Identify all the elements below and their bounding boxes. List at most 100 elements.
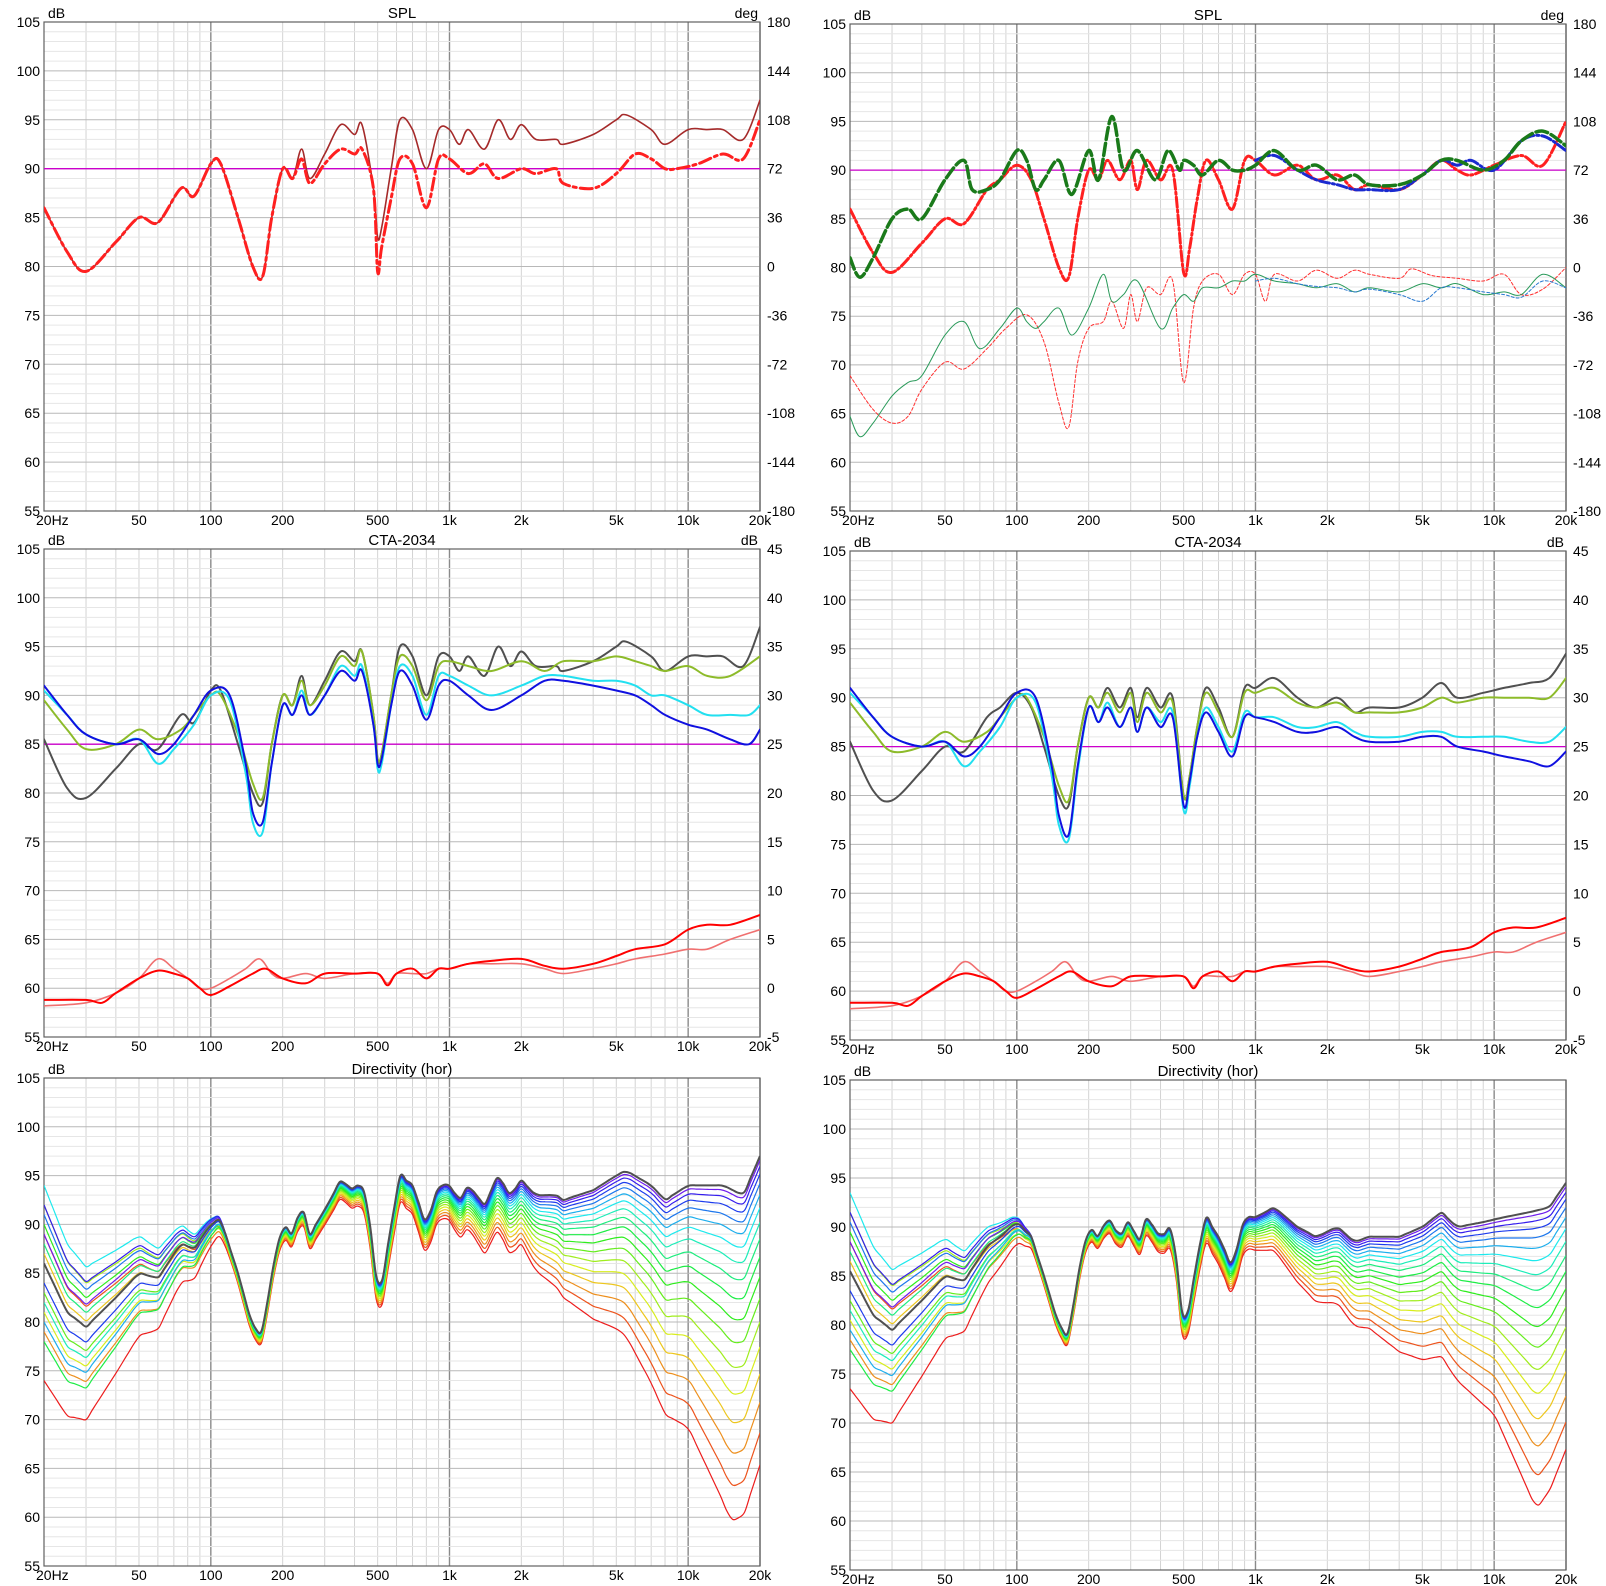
plot-frame xyxy=(849,1079,1567,1571)
series-group xyxy=(850,114,1566,438)
x-tick-label: 20Hz xyxy=(36,1038,69,1054)
x-tick-label: 2k xyxy=(1320,1041,1336,1057)
y2-axis-unit: dB xyxy=(1547,534,1564,550)
chart-title: SPL xyxy=(1194,7,1222,24)
y2-tick-label: 144 xyxy=(1573,65,1597,81)
y-tick-label: 90 xyxy=(24,161,40,177)
y-tick-label: 60 xyxy=(24,980,40,996)
series-line-4 xyxy=(850,691,1566,844)
x-tick-label: 20Hz xyxy=(842,1041,875,1057)
y2-tick-label: -108 xyxy=(1573,406,1601,422)
x-tick-label: 1k xyxy=(1248,1571,1264,1586)
y2-tick-label: -72 xyxy=(1573,357,1593,373)
x-tick-label: 200 xyxy=(271,1038,295,1054)
y-tick-label: 100 xyxy=(823,592,847,608)
x-tick-label: 20k xyxy=(1555,512,1579,528)
series-line-1 xyxy=(44,118,760,282)
y-tick-label: 105 xyxy=(17,14,41,30)
y2-tick-label: -36 xyxy=(1573,308,1593,324)
x-tick-label: 1k xyxy=(442,512,458,528)
y2-tick-label: 0 xyxy=(767,259,775,275)
plot-frame xyxy=(43,548,761,1038)
x-tick-label: 100 xyxy=(1005,1571,1029,1586)
x-tick-label: 200 xyxy=(1077,1041,1101,1057)
y-axis-unit: dB xyxy=(48,1061,65,1077)
y2-axis-unit: dB xyxy=(741,532,758,548)
series-group xyxy=(44,1155,760,1521)
series-group xyxy=(850,1182,1566,1506)
y-tick-label: 55 xyxy=(830,503,846,519)
y-tick-label: 75 xyxy=(830,836,846,852)
y2-tick-label: 10 xyxy=(767,883,783,899)
y2-tick-label: 45 xyxy=(1573,543,1589,559)
y-tick-label: 75 xyxy=(830,308,846,324)
x-tick-label: 100 xyxy=(199,1038,223,1054)
y2-tick-label: -180 xyxy=(767,503,795,519)
y-tick-label: 85 xyxy=(24,1265,40,1281)
x-tick-label: 100 xyxy=(1005,1041,1029,1057)
x-tick-label: 500 xyxy=(1172,1041,1196,1057)
y-tick-label: 65 xyxy=(830,934,846,950)
x-tick-label: 500 xyxy=(1172,512,1196,528)
y2-tick-label: 40 xyxy=(1573,592,1589,608)
y-tick-label: 70 xyxy=(830,885,846,901)
y2-tick-label: 30 xyxy=(1573,690,1589,706)
y2-tick-label: -72 xyxy=(767,356,787,372)
x-tick-label: 20Hz xyxy=(36,1567,69,1583)
x-tick-label: 10k xyxy=(1483,1571,1507,1586)
y2-tick-label: 5 xyxy=(767,931,775,947)
y2-tick-label: 40 xyxy=(767,590,783,606)
directivity-on-axis xyxy=(850,1182,1566,1336)
y-tick-label: 70 xyxy=(24,1412,40,1428)
y2-tick-label: 180 xyxy=(767,14,791,30)
x-tick-label: 50 xyxy=(937,1041,953,1057)
y-tick-label: 75 xyxy=(24,834,40,850)
x-tick-label: 50 xyxy=(131,512,147,528)
x-tick-label: 5k xyxy=(609,1567,625,1583)
y2-tick-label: -108 xyxy=(767,405,795,421)
y-tick-label: 80 xyxy=(24,259,40,275)
x-tick-label: 20Hz xyxy=(36,512,69,528)
x-tick-label: 50 xyxy=(937,1571,953,1586)
y-tick-label: 100 xyxy=(17,1119,41,1135)
y-tick-label: 70 xyxy=(24,356,40,372)
y-tick-label: 95 xyxy=(830,641,846,657)
x-tick-label: 20Hz xyxy=(842,512,875,528)
x-tick-label: 200 xyxy=(1077,1571,1101,1586)
y-tick-label: 85 xyxy=(830,739,846,755)
y2-tick-label: 15 xyxy=(1573,836,1589,852)
y-axis-unit: dB xyxy=(854,7,871,23)
x-tick-label: 100 xyxy=(199,1567,223,1583)
y-tick-label: 60 xyxy=(24,1509,40,1525)
directivity-curve-10 xyxy=(44,1185,760,1339)
series-line-1 xyxy=(44,914,760,1005)
x-tick-label: 10k xyxy=(677,1567,701,1583)
x-tick-label: 5k xyxy=(1415,512,1431,528)
chart-dir-right: 55 60 65 70 75 80 85 90 95 100 105 20Hz 50 100 200 500 1… xyxy=(823,1063,1579,1586)
directivity-curve-12 xyxy=(44,1189,760,1369)
y2-tick-label: 36 xyxy=(1573,211,1589,227)
y-tick-label: 70 xyxy=(830,1415,846,1431)
x-tick-label: 20k xyxy=(749,1567,773,1583)
x-tick-label: 200 xyxy=(271,512,295,528)
y2-tick-label: 45 xyxy=(767,541,783,557)
x-tick-label: 50 xyxy=(131,1038,147,1054)
y-tick-label: 55 xyxy=(830,1562,846,1578)
y-tick-label: 60 xyxy=(24,454,40,470)
chart-cta-left: 55 60 65 70 75 80 85 90 95 100 105 -5 0 5 10 15 20 25 30 35… xyxy=(17,532,783,1054)
y-tick-label: 70 xyxy=(24,883,40,899)
plot-frame xyxy=(849,550,1567,1041)
y-tick-label: 95 xyxy=(24,639,40,655)
grid xyxy=(43,1077,761,1567)
y-tick-label: 100 xyxy=(17,63,41,79)
directivity-curve-9 xyxy=(44,1184,760,1389)
y-tick-label: 60 xyxy=(830,1513,846,1529)
y-tick-label: 90 xyxy=(24,1216,40,1232)
x-tick-label: 50 xyxy=(937,512,953,528)
y-tick-label: 95 xyxy=(830,113,846,129)
y-tick-label: 65 xyxy=(24,931,40,947)
y2-tick-label: 36 xyxy=(767,210,783,226)
y2-tick-label: -36 xyxy=(767,307,787,323)
y2-tick-label: 108 xyxy=(1573,113,1597,129)
